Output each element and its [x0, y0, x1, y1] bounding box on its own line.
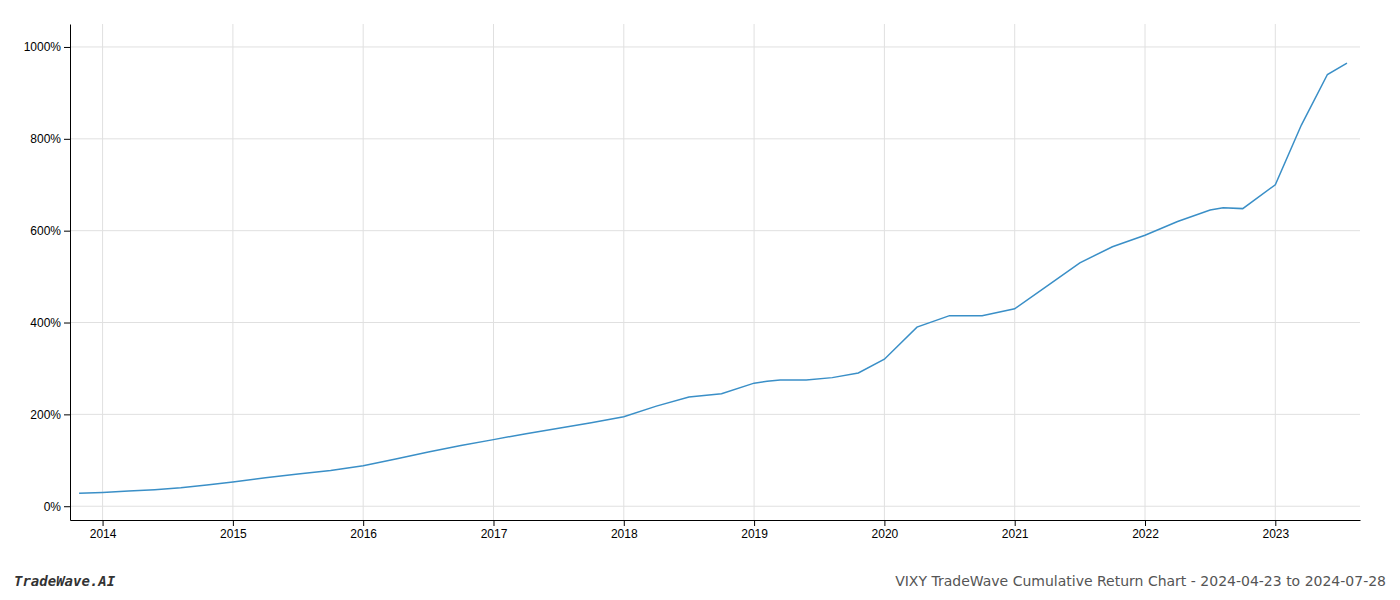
tick: 2022 — [1132, 520, 1159, 541]
grid-line — [1145, 24, 1146, 520]
grid-line — [623, 24, 624, 520]
tick-label: 2022 — [1132, 527, 1159, 541]
watermark: TradeWave.AI — [14, 573, 116, 589]
tick-mark — [624, 520, 625, 526]
tick-mark — [64, 414, 70, 415]
grid-line — [102, 24, 103, 520]
tick-mark — [64, 231, 70, 232]
plot: 2014 2015 2016 2017 2018 2019 2020 2021 2022 2023… — [24, 24, 1361, 541]
tick-mark — [884, 520, 885, 526]
grid-line — [70, 414, 1360, 415]
tick-label: 2020 — [872, 527, 899, 541]
tick: 0% — [44, 500, 70, 514]
tick: 2023 — [1262, 520, 1289, 541]
tick-label: 2014 — [90, 527, 117, 541]
tick-mark — [363, 520, 364, 526]
tick: 200% — [30, 408, 70, 422]
tick: 400% — [30, 316, 70, 330]
tick-mark — [64, 139, 70, 140]
grid-line — [70, 506, 1360, 507]
tick-mark — [103, 520, 104, 526]
tick-label: 2018 — [611, 527, 638, 541]
tick: 1000% — [24, 40, 70, 54]
grid-line — [754, 24, 755, 520]
tick-mark — [1145, 520, 1146, 526]
grid-line — [363, 24, 364, 520]
tick: 600% — [30, 224, 70, 238]
grid-line — [1275, 24, 1276, 520]
tick-label: 400% — [30, 316, 61, 330]
grid-line — [70, 46, 1360, 47]
tick-label: 2019 — [741, 527, 768, 541]
tick-label: 800% — [30, 132, 61, 146]
grid-line — [884, 24, 885, 520]
tick: 2016 — [350, 520, 377, 541]
tick-label: 200% — [30, 408, 61, 422]
tick-label: 2016 — [350, 527, 377, 541]
tick: 2019 — [741, 520, 768, 541]
tick: 2015 — [220, 520, 247, 541]
tick: 2017 — [481, 520, 508, 541]
tick: 800% — [30, 132, 70, 146]
tick-mark — [233, 520, 234, 526]
tick-label: 2017 — [481, 527, 508, 541]
axis-line — [70, 25, 71, 521]
grid-line — [1014, 24, 1015, 520]
grid-line — [70, 138, 1360, 139]
grid-line — [232, 24, 233, 520]
tick-mark — [1015, 520, 1016, 526]
y-axis: 0% 200% 400% 600% 800% 1000% — [24, 25, 71, 521]
tick-label: 1000% — [24, 40, 62, 54]
tick: 2014 — [90, 520, 117, 541]
tick-label: 2015 — [220, 527, 247, 541]
tick: 2020 — [872, 520, 899, 541]
tick-label: 0% — [44, 500, 62, 514]
x-axis: 2014 2015 2016 2017 2018 2019 2020 2021 2022 2023 — [71, 520, 1361, 541]
tick-label: 2023 — [1262, 527, 1289, 541]
grid-line — [70, 230, 1360, 231]
tick: 2021 — [1002, 520, 1029, 541]
tick-mark — [493, 520, 494, 526]
line — [79, 63, 1347, 493]
tick-label: 600% — [30, 224, 61, 238]
tick-mark — [1275, 520, 1276, 526]
grid-line — [493, 24, 494, 520]
title: VIXY TradeWave Cumulative Return Chart -… — [895, 573, 1386, 589]
axis-line — [71, 520, 1361, 521]
grid — [70, 24, 1360, 520]
tick-mark — [64, 506, 70, 507]
tick-mark — [64, 323, 70, 324]
marks — [79, 63, 1347, 493]
tick-mark — [754, 520, 755, 526]
tick: 2018 — [611, 520, 638, 541]
chart: 2014 2015 2016 2017 2018 2019 2020 2021 2022 2023… — [0, 0, 1400, 600]
tick-label: 2021 — [1002, 527, 1029, 541]
grid-line — [70, 322, 1360, 323]
tick-mark — [64, 47, 70, 48]
